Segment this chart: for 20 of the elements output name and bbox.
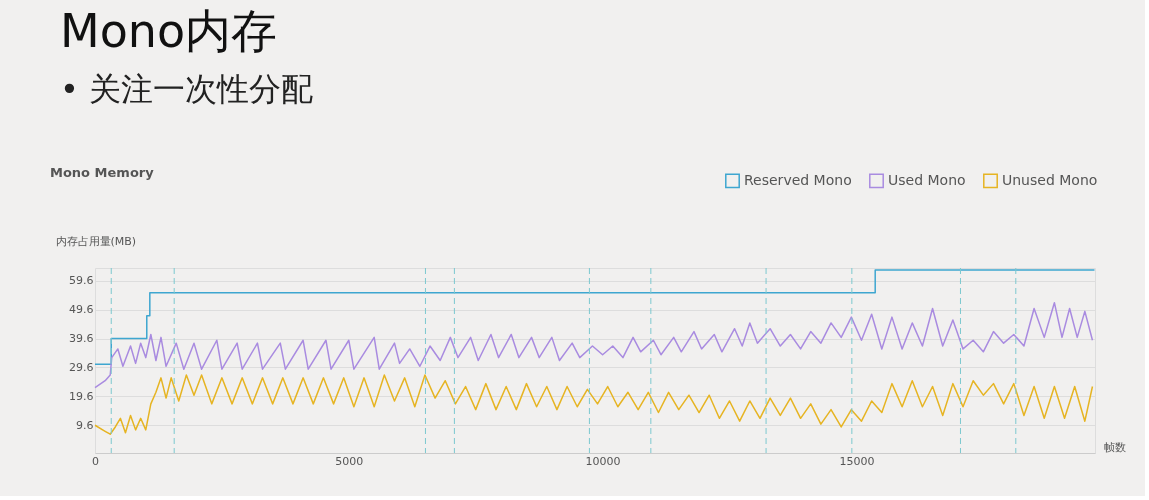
- x-tick-label: 5000: [335, 454, 364, 468]
- legend-label: Used Mono: [888, 171, 966, 188]
- chart-title: Mono内存: [60, 4, 278, 58]
- x-tick-label: 0: [92, 454, 99, 468]
- y-tick-label: 49.6: [69, 303, 94, 317]
- text: Mono Memory: [50, 165, 155, 180]
- y-tick-label: 39.6: [69, 332, 94, 346]
- x-tick-label: 15000: [839, 454, 875, 468]
- line-series: [94, 301, 1094, 389]
- line-series: [94, 374, 1094, 435]
- x-tick-label: 10000: [585, 454, 621, 468]
- y-tick-label: 59.6: [69, 274, 94, 288]
- y-tick-label: 9.6: [76, 418, 94, 432]
- y-tick-label: 19.6: [69, 389, 94, 403]
- x-axis-title: 帧数: [1103, 440, 1126, 454]
- legend-label: Reserved Mono: [744, 171, 852, 188]
- legend-label: Unused Mono: [1002, 171, 1098, 188]
- y-tick-label: 29.6: [69, 360, 94, 374]
- y-axis-title: 内存占用量(MB): [55, 234, 137, 248]
- chart-subtitle: • 关注一次性分配: [60, 70, 314, 108]
